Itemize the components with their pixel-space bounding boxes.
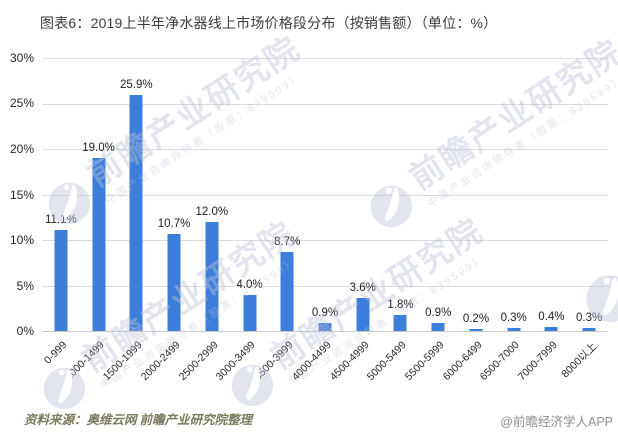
bar-column: 19.0% 1000-1499 — [63, 58, 118, 383]
y-tick-label: 5% — [16, 278, 34, 293]
x-tick-label: 8000以上 — [559, 340, 600, 381]
x-tick-label: 4500-4999 — [327, 339, 372, 383]
x-tick-label: 2000-2499 — [138, 339, 183, 383]
gridline — [42, 240, 608, 241]
y-tick-label: 30% — [9, 51, 34, 65]
gridline — [42, 149, 608, 150]
bar — [544, 327, 558, 331]
bar-value-label: 0.3% — [500, 312, 527, 325]
bar-column: 0.9% 4000-4499 — [290, 58, 344, 383]
bar-value-label: 11.1% — [44, 214, 77, 226]
bar-column: 8.7% 3500-3999 — [252, 58, 306, 383]
y-tick-label: 25% — [9, 96, 34, 111]
bar-column: 0.2% 6000-6499 — [440, 58, 495, 383]
bar-value-label: 19.0% — [82, 142, 115, 155]
x-tick-label: 2500-2999 — [176, 339, 221, 383]
bar — [582, 328, 596, 331]
x-tick-label: 5500-5999 — [402, 339, 447, 383]
bar — [431, 322, 445, 331]
bar-column: 25.9% 1500-1999 — [101, 58, 155, 383]
bar-column: 12.0% 2500-2999 — [176, 58, 231, 383]
bar — [54, 230, 68, 331]
y-tick-label: 20% — [9, 141, 34, 156]
data-source-note: 资料来源：奥维云网 前瞻产业研究院整理 — [24, 413, 253, 427]
bar-column: 0.3% 6500-7000 — [478, 58, 533, 383]
bar — [129, 95, 143, 331]
y-tick-label: 10% — [9, 232, 34, 247]
bar-value-label: 8.7% — [274, 235, 301, 248]
bar — [243, 294, 257, 331]
bar — [507, 328, 521, 331]
bar-column: 0.9% 5500-5999 — [403, 58, 457, 383]
bar — [318, 322, 332, 331]
bar — [393, 314, 407, 331]
gridline — [42, 285, 608, 287]
bar-column: 3.6% 4500-4999 — [327, 58, 382, 383]
chart-title: 图表6：2019上半年净水器线上市场价格段分布（按销售额）（单位：%） — [40, 15, 498, 31]
bar-value-label: 0.9% — [311, 306, 339, 319]
bar-series: 11.1% 0-999 19.0% 1000-1499 25.9% 1500-1999 10… — [42, 58, 608, 383]
bar-value-label: 3.6% — [349, 282, 376, 295]
bar-value-label: 0.2% — [462, 313, 490, 326]
x-tick-label: 6500-7000 — [478, 339, 523, 383]
bar-value-label: 0.9% — [425, 306, 452, 319]
bar-value-label: 0.4% — [538, 311, 565, 324]
x-tick-label: 1000-1499 — [63, 339, 108, 383]
bar-value-label: 1.8% — [387, 298, 414, 311]
bar-value-label: 0.3% — [576, 312, 603, 325]
y-axis: 30% 25% 20% 15% 10% 5% 0% — [0, 51, 34, 338]
plot-area: 11.1% 0-999 19.0% 1000-1499 25.9% 1500-1999 10… — [42, 58, 608, 383]
bar — [469, 329, 483, 331]
bar-column: 4.0% 3000-3499 — [214, 58, 269, 383]
bar — [280, 251, 294, 331]
x-tick-label: 3000-3499 — [214, 339, 259, 383]
x-tick-label: 7000-7999 — [515, 339, 560, 383]
y-tick-label: 0% — [16, 324, 34, 338]
x-tick-label: 3500-3999 — [251, 339, 296, 383]
bar-value-label: 12.0% — [195, 205, 229, 218]
x-tick-label: 1500-1999 — [100, 339, 145, 383]
app-credit: @前瞻经济学人APP — [500, 415, 613, 429]
bar — [167, 233, 181, 331]
gridline — [42, 103, 608, 105]
bar-column: 1.8% 5000-5499 — [365, 58, 420, 383]
bar-column: 0.3% 8000以上 — [559, 58, 608, 380]
x-tick-label: 6000-6499 — [440, 339, 485, 383]
gridline — [42, 194, 608, 196]
x-tick-label: 0-999 — [41, 339, 70, 367]
bar-column: 0.4% 7000-7999 — [516, 58, 571, 383]
gridline — [42, 58, 608, 59]
bar — [92, 158, 106, 331]
y-tick-label: 15% — [9, 187, 34, 202]
bar-column: 10.7% 2000-2499 — [139, 58, 193, 383]
bar — [205, 221, 219, 331]
bar — [356, 298, 370, 331]
bar-value-label: 4.0% — [236, 278, 263, 291]
bar-value-label: 10.7% — [157, 217, 191, 230]
x-tick-label: 5000-5499 — [364, 339, 409, 383]
x-tick-label: 4000-4499 — [289, 339, 334, 383]
bar-value-label: 25.9% — [120, 79, 153, 92]
